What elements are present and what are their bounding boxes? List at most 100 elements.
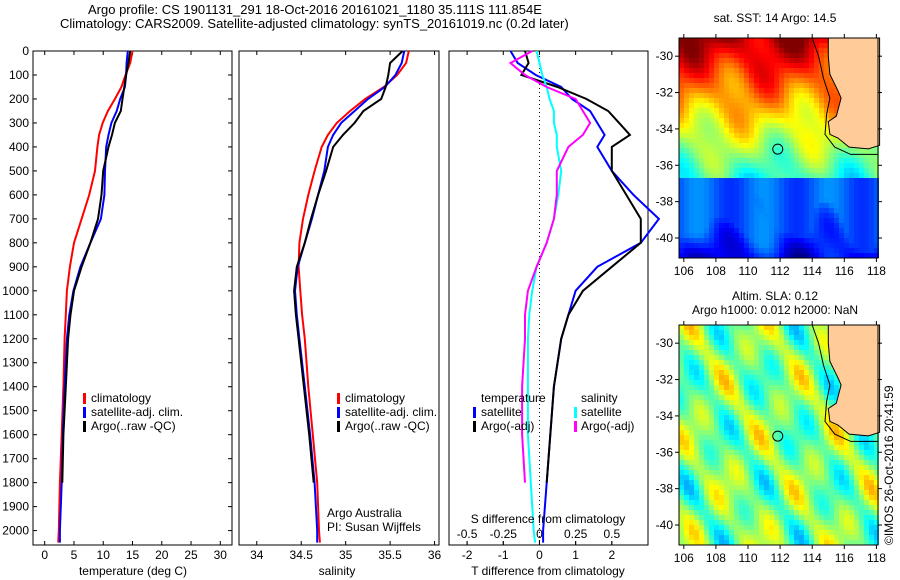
map-cell: [769, 248, 774, 253]
map-cell: [759, 238, 764, 243]
map-cell: [859, 510, 864, 515]
map-cell: [859, 485, 864, 490]
map-cell: [699, 108, 704, 113]
map-cell: [774, 415, 779, 420]
map-cell: [719, 490, 724, 495]
map-cell: [694, 43, 699, 48]
map-cell: [809, 243, 814, 248]
map-cell: [819, 505, 824, 510]
map-cell: [799, 53, 804, 58]
map-cell: [679, 48, 684, 53]
map-cell: [744, 365, 749, 370]
map-cell: [689, 228, 694, 233]
temperature-ticks: 0 5 10 15 20 25 30: [41, 51, 227, 562]
map-cell: [799, 430, 804, 435]
map-cell: [679, 253, 684, 258]
map-cell: [709, 133, 714, 138]
map-cell: [784, 465, 789, 470]
map-cell: [734, 208, 739, 213]
map-cell: [729, 470, 734, 475]
map-cell: [684, 93, 689, 98]
map-cell: [754, 345, 759, 350]
map-cell: [764, 470, 769, 475]
map-cell: [784, 335, 789, 340]
map-cell: [804, 48, 809, 53]
map-cell: [739, 248, 744, 253]
map-cell: [774, 188, 779, 193]
map-cell: [804, 390, 809, 395]
map-cell: [714, 500, 719, 505]
map-cell: [754, 480, 759, 485]
map-cell: [679, 460, 684, 465]
map-cell: [834, 485, 839, 490]
map-cell: [814, 370, 819, 375]
map-cell: [864, 445, 869, 450]
map-cell: [684, 425, 689, 430]
map-cell: [684, 330, 689, 335]
map-cell: [849, 233, 854, 238]
map-cell: [794, 128, 799, 133]
map-cell: [809, 118, 814, 123]
map-cell: [774, 238, 779, 243]
map-cell: [834, 390, 839, 395]
map-cell: [854, 228, 859, 233]
map-cell: [729, 63, 734, 68]
map-cell: [709, 128, 714, 133]
map-cell: [689, 420, 694, 425]
map-cell: [809, 128, 814, 133]
map-cell: [699, 93, 704, 98]
map-cell: [759, 465, 764, 470]
map-cell: [689, 380, 694, 385]
map-cell: [804, 520, 809, 525]
map-cell: [814, 113, 819, 118]
map-cell: [789, 118, 794, 123]
map-cell: [714, 495, 719, 500]
map-cell: [694, 98, 699, 103]
map-cell: [689, 98, 694, 103]
map-cell: [864, 228, 869, 233]
map-cell: [774, 445, 779, 450]
map-cell: [794, 525, 799, 530]
map-cell: [799, 495, 804, 500]
map-cell: [764, 515, 769, 520]
map-cell: [764, 178, 769, 183]
map-cell: [724, 400, 729, 405]
lat-tick-label: -32: [656, 86, 674, 100]
map-cell: [749, 138, 754, 143]
map-cell: [764, 430, 769, 435]
map-cell: [799, 455, 804, 460]
map-cell: [779, 38, 784, 43]
map-cell: [769, 465, 774, 470]
map-cell: [789, 138, 794, 143]
map-cell: [744, 420, 749, 425]
map-cell: [724, 38, 729, 43]
map-cell: [824, 93, 829, 98]
map-cell: [784, 460, 789, 465]
map-cell: [734, 218, 739, 223]
map-cell: [789, 103, 794, 108]
map-cell: [704, 360, 709, 365]
map-cell: [829, 183, 834, 188]
map-cell: [869, 203, 874, 208]
map-cell: [844, 158, 849, 163]
map-cell: [834, 495, 839, 500]
map-cell: [859, 525, 864, 530]
map-cell: [774, 73, 779, 78]
map-cell: [684, 228, 689, 233]
map-cell: [759, 153, 764, 158]
map-cell: [769, 158, 774, 163]
map-cell: [784, 138, 789, 143]
map-cell: [859, 450, 864, 455]
map-cell: [719, 113, 724, 118]
map-cell: [694, 365, 699, 370]
y-tick-label: 700: [9, 212, 29, 226]
map-cell: [774, 330, 779, 335]
map-cell: [714, 128, 719, 133]
map-cell: [749, 455, 754, 460]
map-cell: [799, 103, 804, 108]
map-cell: [754, 330, 759, 335]
map-cell: [719, 93, 724, 98]
map-cell: [784, 183, 789, 188]
map-cell: [759, 340, 764, 345]
map-cell: [719, 535, 724, 540]
